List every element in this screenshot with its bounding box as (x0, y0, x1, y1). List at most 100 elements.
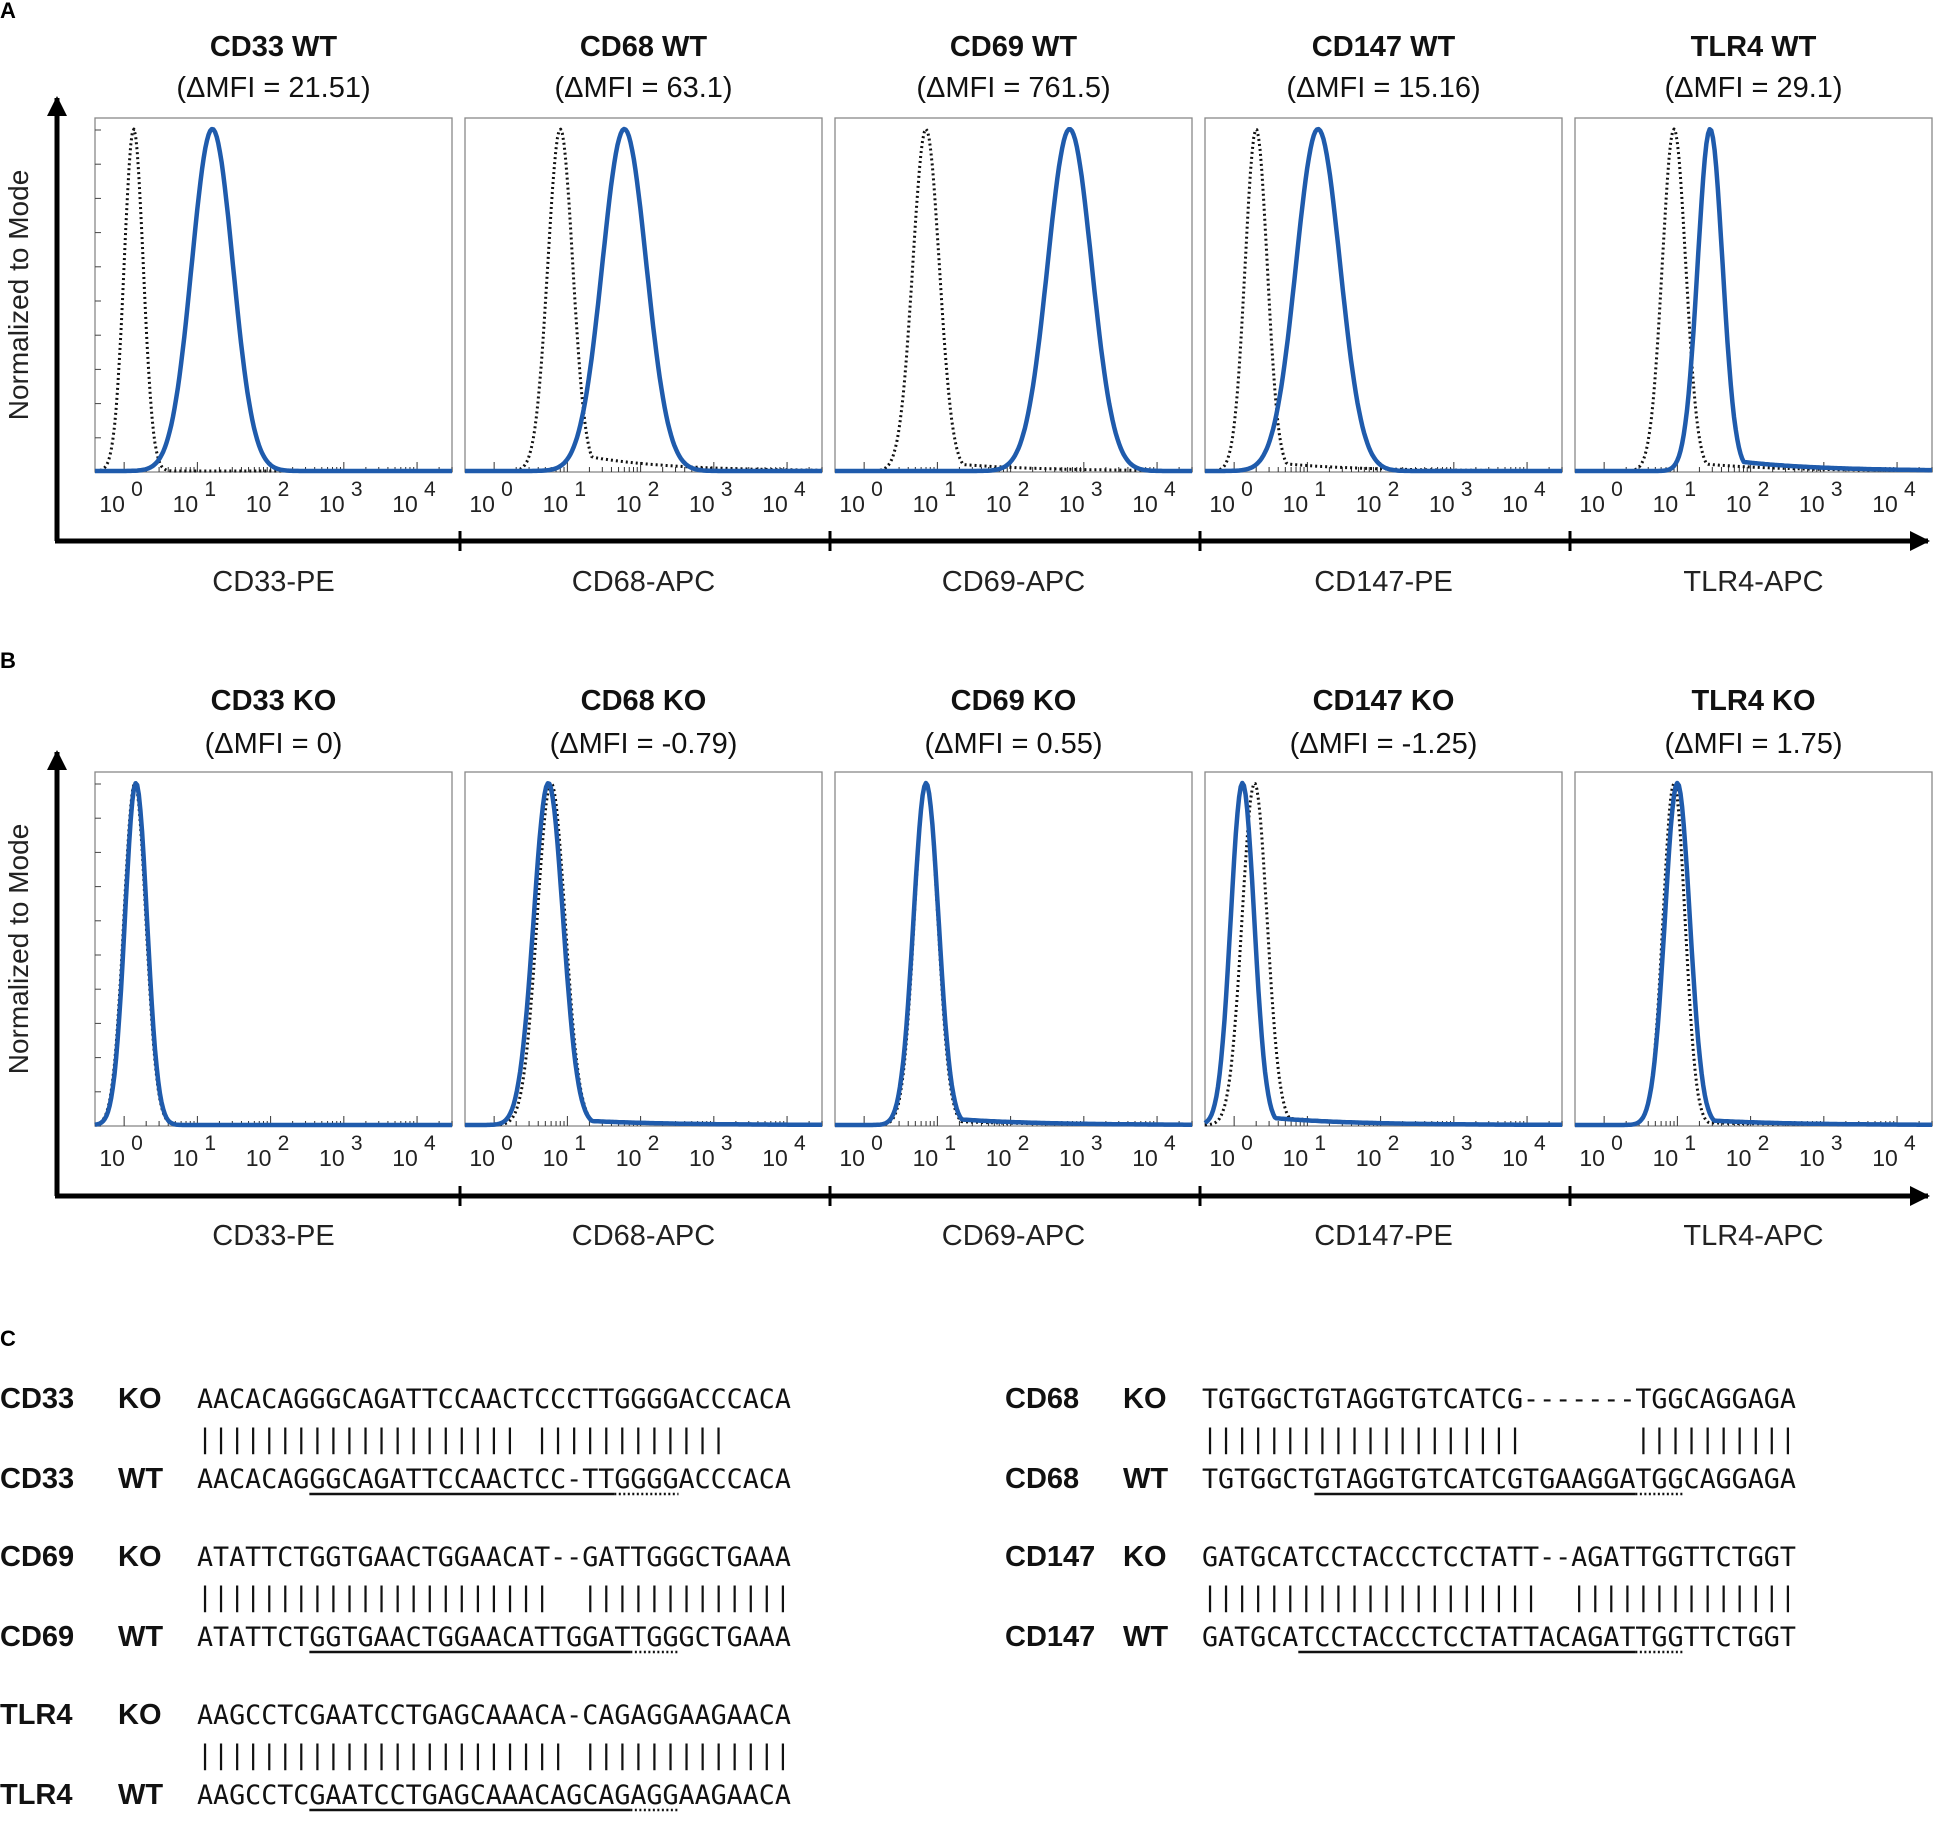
x-tick-label-exp: 3 (351, 478, 363, 501)
x-axis-label: TLR4-APC (1683, 1220, 1823, 1252)
x-tick-label-base: 10 (246, 1145, 272, 1171)
plot-frame (464, 771, 823, 1127)
wt-label: WT (1123, 1621, 1168, 1653)
gene-label: CD33 (0, 1383, 74, 1415)
x-tick-label-base: 10 (1579, 1145, 1605, 1171)
x-tick-label-exp: 1 (1684, 478, 1696, 501)
x-tick-label-base: 10 (1653, 1145, 1679, 1171)
plot-frame (464, 117, 823, 473)
chart-title: TLR4 WT (1691, 31, 1817, 63)
x-tick-label-base: 10 (1283, 1145, 1309, 1171)
x-tick-label-base: 10 (1132, 491, 1158, 517)
panel-letter-c: C (0, 1326, 16, 1351)
gene-label: CD147 (1005, 1541, 1095, 1573)
x-tick-label-exp: 4 (424, 478, 436, 501)
x-axis-label: CD33-PE (212, 1220, 335, 1252)
x-tick-label-exp: 4 (1534, 478, 1546, 501)
plot-frame (1574, 117, 1933, 473)
x-tick-label-exp: 0 (1241, 1132, 1253, 1155)
chart-subtitle-dmfi: (ΔMFI = -0.79) (550, 728, 738, 760)
x-tick-label-base: 10 (469, 1145, 495, 1171)
x-tick-label-exp: 3 (1831, 1132, 1843, 1155)
stained-histogram-curve (1204, 126, 1563, 474)
x-tick-label-base: 10 (689, 491, 715, 517)
ko-sequence: GATGCATCCTACCCTCCTATT--AGATTGGTTCTGGT (1202, 1542, 1796, 1573)
plot-frame (94, 117, 453, 473)
x-tick-label-exp: 2 (278, 1132, 290, 1155)
plot-frame (834, 117, 1193, 473)
gene-label: CD68 (1005, 1463, 1079, 1495)
gene-label: CD69 (0, 1621, 74, 1653)
x-tick-label-exp: 0 (871, 1132, 883, 1155)
x-axis-label: TLR4-APC (1683, 566, 1823, 598)
x-tick-label-base: 10 (689, 1145, 715, 1171)
chart-subtitle-dmfi: (ΔMFI = 29.1) (1664, 72, 1842, 104)
x-tick-label-exp: 4 (1904, 1132, 1916, 1155)
ko-label: KO (1123, 1383, 1167, 1415)
gene-label: CD147 (1005, 1621, 1095, 1653)
x-tick-label-exp: 3 (1461, 478, 1473, 501)
x-tick-label-exp: 0 (131, 1132, 143, 1155)
x-axis-label: CD68-APC (572, 1220, 715, 1252)
x-tick-label-base: 10 (913, 491, 939, 517)
x-tick-label-exp: 2 (1758, 1132, 1770, 1155)
y-axis-label: Normalized to Mode (3, 170, 34, 421)
x-tick-label-base: 10 (1579, 491, 1605, 517)
x-tick-label-exp: 1 (574, 1132, 586, 1155)
x-tick-label-base: 10 (1356, 1145, 1382, 1171)
x-tick-label-exp: 1 (944, 1132, 956, 1155)
x-tick-label-exp: 0 (1611, 478, 1623, 501)
match-bars: |||||||||||||||||||||| ||||||||||||| (197, 1582, 791, 1613)
match-bars: ||||||||||||||||||||||| ||||||||||||| (197, 1740, 791, 1771)
x-tick-label-base: 10 (616, 491, 642, 517)
x-tick-label-exp: 1 (944, 478, 956, 501)
ko-label: KO (118, 1541, 162, 1573)
x-tick-label-exp: 3 (1091, 1132, 1103, 1155)
x-tick-label-base: 10 (246, 491, 272, 517)
x-tick-label-exp: 4 (1164, 1132, 1176, 1155)
x-tick-label-base: 10 (319, 491, 345, 517)
chart-title: CD68 KO (581, 685, 707, 717)
control-histogram-curve (1204, 782, 1562, 1127)
x-tick-label-exp: 4 (424, 1132, 436, 1155)
plot-frame (1204, 771, 1563, 1127)
chart-title: TLR4 KO (1691, 685, 1815, 717)
x-tick-label-exp: 4 (1534, 1132, 1546, 1155)
x-tick-label-base: 10 (1502, 1145, 1528, 1171)
x-tick-label-base: 10 (1209, 491, 1235, 517)
x-tick-label-base: 10 (99, 491, 125, 517)
x-axis-label: CD147-PE (1314, 1220, 1453, 1252)
x-axis-label: CD69-APC (942, 1220, 1085, 1252)
x-tick-label-base: 10 (173, 1145, 199, 1171)
x-tick-label-exp: 0 (1611, 1132, 1623, 1155)
ko-label: KO (118, 1383, 162, 1415)
x-axis-label: CD68-APC (572, 566, 715, 598)
alignment-tlr4: TLR4 KO AAGCCTCGAATCCTGAGCAAACA-CAGAGGAAGA… (0, 1699, 791, 1812)
control-histogram-curve (1205, 128, 1562, 473)
x-tick-label-exp: 4 (794, 478, 806, 501)
alignment-cd68: CD68 KO TGTGGCTGTAGGTGTCATCG-------TGGCAGG… (1005, 1383, 1796, 1496)
stained-histogram-curve (464, 781, 823, 1128)
x-tick-label-base: 10 (1726, 1145, 1752, 1171)
stained-histogram-curve (834, 780, 1193, 1128)
chart-title: CD33 KO (211, 685, 337, 717)
x-tick-label-exp: 3 (1831, 478, 1843, 501)
x-tick-label-base: 10 (392, 491, 418, 517)
x-tick-label-exp: 2 (1018, 478, 1030, 501)
x-tick-label-base: 10 (392, 1145, 418, 1171)
wt-label: WT (118, 1779, 163, 1811)
control-histogram-curve (835, 127, 1192, 473)
gene-label: TLR4 (0, 1699, 73, 1731)
stained-histogram-curve (834, 126, 1193, 474)
wt-sequence: ATATTCTGGTGAACTGGAACATTGGATTGGGCTGAAA (197, 1622, 791, 1653)
x-tick-label-base: 10 (1502, 491, 1528, 517)
x-tick-label-base: 10 (319, 1145, 345, 1171)
gene-label: TLR4 (0, 1779, 73, 1811)
x-tick-label-exp: 2 (648, 1132, 660, 1155)
x-tick-label-base: 10 (1799, 491, 1825, 517)
